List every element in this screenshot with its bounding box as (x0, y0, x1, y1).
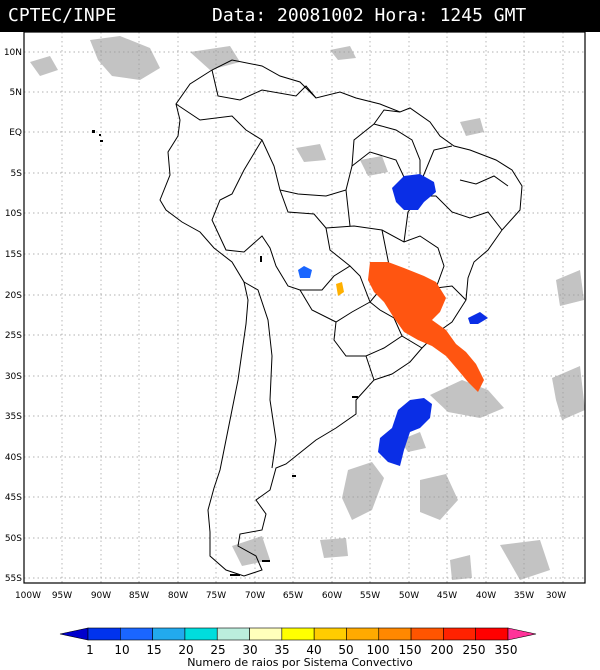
system-orange-south (368, 262, 484, 392)
lon-label: 100W (15, 591, 41, 601)
color-legend: 1 10 15 20 25 30 35 40 50 100 150 200 25… (59, 627, 537, 669)
legend-tick: 25 (210, 643, 225, 657)
legend-tick: 250 (463, 643, 486, 657)
lon-label: 90W (91, 591, 111, 601)
lat-label: 5S (11, 169, 23, 179)
lon-label: 45W (437, 591, 457, 601)
system-blue-northeast (392, 174, 436, 210)
lat-label: 25S (5, 331, 22, 341)
lon-label: 55W (360, 591, 380, 601)
system-blue-small (298, 266, 312, 278)
legend-tip-left (59, 627, 89, 641)
legend-bar (59, 627, 537, 641)
legend-cell (475, 627, 509, 641)
system-blue-ocean (378, 398, 432, 466)
lat-label: 30S (5, 372, 22, 382)
legend-tick: 30 (242, 643, 257, 657)
legend-tick: 350 (495, 643, 518, 657)
legend-cell (152, 627, 186, 641)
lat-label: 15S (5, 250, 22, 260)
lon-label: 75W (206, 591, 226, 601)
lat-labels: 10N 5N EQ 5S 10S 15S 20S 25S 30S 35S 40S… (4, 48, 22, 584)
legend-title: Numero de raios por Sistema Convectivo (187, 656, 413, 669)
lon-label: 40W (476, 591, 496, 601)
cloud-cover (30, 36, 585, 580)
source-label: CPTEC/INPE (8, 5, 117, 26)
legend-tick: 40 (306, 643, 321, 657)
lat-label: 10N (4, 48, 22, 58)
legend-cell (249, 627, 283, 641)
datetime-label: Data: 20081002 Hora: 1245 GMT (212, 5, 527, 26)
lon-label: 80W (168, 591, 188, 601)
lon-labels: 100W 95W 90W 85W 80W 75W 70W 65W 60W 55W… (15, 591, 566, 601)
legend-tick: 50 (338, 643, 353, 657)
legend-tick: 200 (431, 643, 454, 657)
legend-cell (313, 627, 347, 641)
legend-cell (378, 627, 412, 641)
legend-cell (443, 627, 476, 641)
legend-tick: 1 (86, 643, 94, 657)
lon-label: 70W (245, 591, 265, 601)
lon-label: 35W (514, 591, 534, 601)
lon-label: 50W (399, 591, 419, 601)
map-frame (23, 32, 586, 584)
title-bar: CPTEC/INPE Data: 20081002 Hora: 1245 GMT (0, 0, 600, 32)
legend-cell (87, 627, 121, 641)
legend-tip-right (507, 627, 537, 641)
legend-tick: 10 (114, 643, 129, 657)
lat-label: EQ (9, 128, 22, 138)
lat-label: 10S (5, 209, 22, 219)
legend-cell (346, 627, 380, 641)
lon-label: 60W (322, 591, 342, 601)
lon-label: 95W (52, 591, 72, 601)
coastline (159, 59, 523, 577)
convective-systems (298, 174, 488, 466)
legend-tick: 150 (399, 643, 422, 657)
lightning-map: 10N 5N EQ 5S 10S 15S 20S 25S 30S 35S 40S… (4, 32, 586, 601)
legend-tick: 35 (274, 643, 289, 657)
grid (24, 32, 585, 583)
lon-label: 85W (129, 591, 149, 601)
lat-label: 5N (10, 88, 22, 98)
legend-tick: 20 (178, 643, 193, 657)
legend-cell (216, 627, 250, 641)
lat-label: 40S (5, 453, 22, 463)
coast-fragments (92, 130, 358, 576)
system-blue-coast (468, 312, 488, 324)
legend-cell (120, 627, 153, 641)
lat-label: 35S (5, 412, 22, 422)
legend-cell (184, 627, 218, 641)
legend-cell (410, 627, 444, 641)
lat-label: 20S (5, 291, 22, 301)
legend-tick: 100 (367, 643, 390, 657)
lon-label: 65W (283, 591, 303, 601)
legend-ticks: 1 10 15 20 25 30 35 40 50 100 150 200 25… (86, 643, 517, 657)
lat-label: 45S (5, 493, 22, 503)
lon-label: 30W (546, 591, 566, 601)
lat-label: 50S (5, 534, 22, 544)
lat-label: 55S (5, 574, 22, 584)
legend-cell (281, 627, 315, 641)
system-yellow (336, 282, 344, 296)
legend-tick: 15 (146, 643, 161, 657)
